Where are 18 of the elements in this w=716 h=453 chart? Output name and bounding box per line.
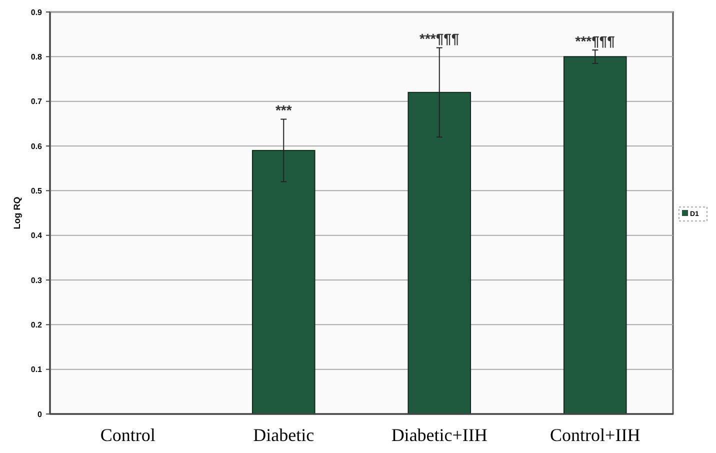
x-tick-label: Diabetic+IIH (391, 425, 488, 445)
y-tick-label: 0.5 (30, 186, 43, 196)
annotation: *** (275, 102, 292, 118)
y-tick-label: 0.1 (30, 365, 43, 374)
x-tick-label: Control+IIH (550, 425, 640, 445)
y-tick-label: 0.6 (30, 142, 43, 151)
y-tick-label: 0.2 (30, 320, 43, 330)
y-tick-label: 0.8 (30, 52, 43, 62)
x-tick-label: Diabetic (253, 425, 314, 445)
y-axis-title: Log RQ (12, 196, 22, 230)
y-tick-label: 0.4 (30, 231, 43, 240)
y-tick-label: 0 (38, 410, 43, 419)
y-tick-label: 0.3 (30, 276, 43, 285)
x-tick-label: Control (100, 425, 156, 445)
y-tick-label: 0.7 (30, 97, 43, 106)
annotation: ***¶¶¶ (575, 32, 616, 49)
annotation: ***¶¶¶ (420, 30, 460, 47)
y-tick-label: 0.9 (30, 8, 43, 17)
